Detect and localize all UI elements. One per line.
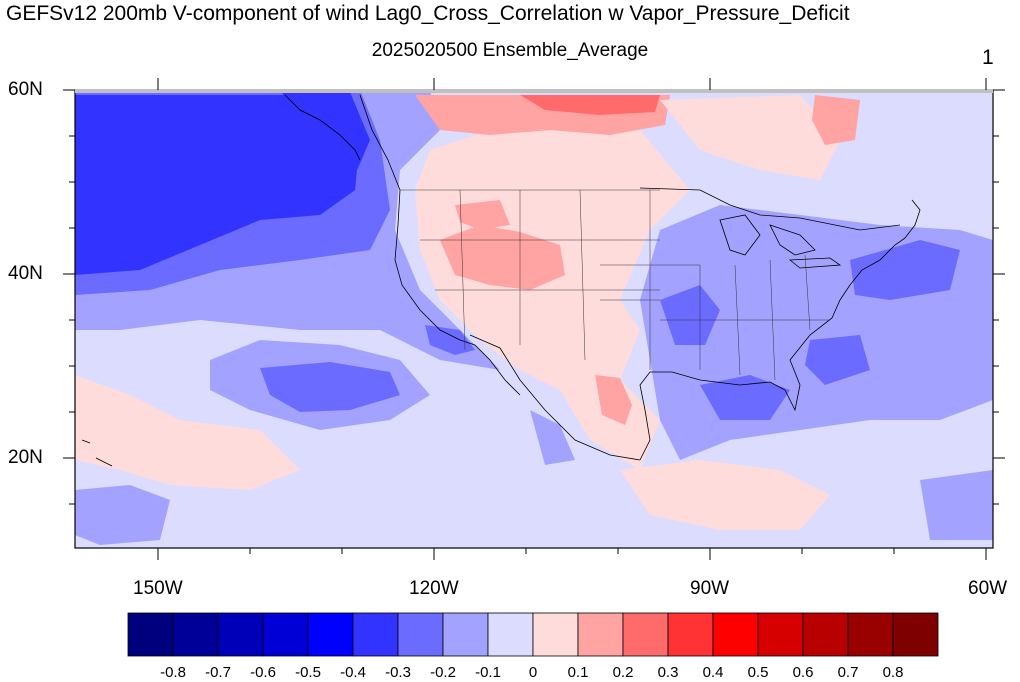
colorbar-tick-label: 0.2 [612, 664, 634, 681]
colorbar-tick-label: -0.6 [250, 664, 276, 681]
map-field [75, 90, 993, 548]
colorbar-swatch [127, 612, 174, 657]
central-tropical-negative [530, 410, 575, 465]
colorbar-swatch [892, 612, 939, 657]
pacific-core-negative [75, 95, 360, 275]
southwest-tropical-negative [75, 485, 170, 545]
colorbar-tick-label: -0.7 [205, 664, 231, 681]
gulf-negative [700, 375, 790, 420]
southeast-positive [620, 460, 830, 530]
gulf-coastline [639, 237, 906, 461]
colorbar-swatch [397, 612, 444, 657]
colorbar-tick-label: 0.5 [747, 664, 769, 681]
subtropical-negative-core [260, 362, 400, 412]
colorbar-swatch [802, 612, 849, 657]
colorbar-swatch [847, 612, 894, 657]
atlantic-negative [850, 240, 960, 300]
rockies-positive [455, 200, 510, 230]
colorbar [127, 612, 939, 657]
colorbar-tick-label: 0.7 [837, 664, 859, 681]
colorbar-tick-label: -0.8 [160, 664, 186, 681]
colorbar-tick-label: 0.4 [702, 664, 724, 681]
tropical-pale-positive [75, 375, 300, 490]
colorbar-tick-label: -0.3 [385, 664, 411, 681]
colorbar-tick-label: 0.8 [882, 664, 904, 681]
colorbar-swatch [532, 612, 579, 657]
colorbar-tick-label: 0.3 [657, 664, 679, 681]
lat-ticks [63, 89, 1005, 505]
colorbar-tick-label: 0.1 [567, 664, 589, 681]
lat-label-60n: 60N [8, 79, 43, 100]
hudson-positive [660, 95, 840, 180]
colorbar-swatch [217, 612, 264, 657]
colorbar-swatch [442, 612, 489, 657]
colorbar-swatch [352, 612, 399, 657]
colorbar-tick-label: 0.6 [792, 664, 814, 681]
mississippi-negative [660, 285, 720, 345]
canada-positive-core [520, 95, 660, 115]
map-title: GEFSv12 200mb V-component of wind Lag0_C… [6, 2, 850, 25]
colorbar-tick-label: -0.2 [430, 664, 456, 681]
colorbar-swatch [622, 612, 669, 657]
map-subtitle: 2025020500 Ensemble_Average [371, 40, 649, 61]
lon-ticks [157, 78, 987, 560]
west-coastline [359, 94, 476, 346]
state-boundaries [400, 189, 830, 381]
colorbar-swatch [262, 612, 309, 657]
lon-label-120w: 120W [409, 578, 459, 599]
alaska-panhandle [284, 94, 361, 161]
lon-label-90w: 90W [690, 578, 730, 599]
lon-label-150w: 150W [133, 578, 183, 599]
hawaii-islands [81, 439, 113, 467]
east-tropical-negative [920, 470, 993, 540]
lon-label-60w: 60W [968, 578, 1008, 599]
lat-label-40n: 40N [8, 263, 43, 284]
labrador-positive [812, 95, 860, 145]
coastlines [81, 94, 921, 467]
colorbar-swatch [667, 612, 714, 657]
colorado-positive [440, 225, 565, 290]
colorbar-tick-label: -0.4 [340, 664, 366, 681]
colorbar-swatch [757, 612, 804, 657]
panel-number: 1 [982, 46, 994, 69]
caribbean-negative [805, 335, 870, 385]
colorbar-swatch [487, 612, 534, 657]
colorbar-swatch [712, 612, 759, 657]
lat-label-20n: 20N [8, 447, 43, 468]
colorbar-tick-label: 0 [528, 664, 538, 681]
colorbar-swatch [307, 612, 354, 657]
colorbar-swatch [577, 612, 624, 657]
baja-negative [425, 325, 475, 355]
mexico-positive [595, 375, 632, 425]
missing-data-top [75, 89, 993, 93]
colorbar-tick-label: -0.5 [295, 664, 321, 681]
colorbar-swatch [172, 612, 219, 657]
northeast-coast [639, 187, 921, 239]
colorbar-tick-label: -0.1 [475, 664, 501, 681]
baja-coastline [469, 334, 641, 461]
great-lakes [719, 214, 842, 269]
